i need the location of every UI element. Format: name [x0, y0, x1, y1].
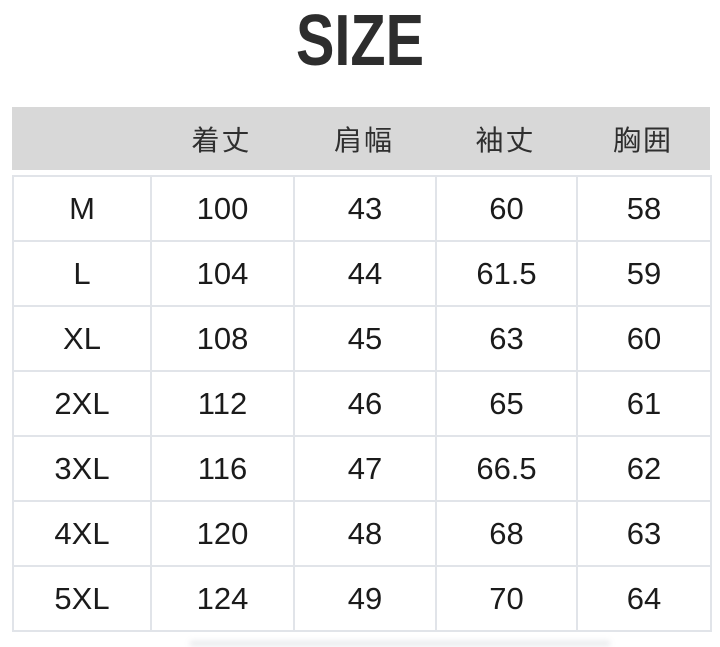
table-cell: 48 — [293, 500, 437, 567]
table-cell: 61 — [576, 370, 712, 437]
size-table: M 100 43 60 58 L 104 44 61.5 59 XL 108 4… — [12, 175, 712, 632]
table-cell: 59 — [576, 240, 712, 307]
table-cell: 70 — [435, 565, 578, 632]
table-cell: 49 — [293, 565, 437, 632]
table-cell: 68 — [435, 500, 578, 567]
table-row: L 104 44 61.5 59 — [12, 240, 712, 307]
size-label-cell: XL — [12, 305, 152, 372]
table-cell: 124 — [150, 565, 295, 632]
table-header-row: 着丈 肩幅 袖丈 胸囲 — [12, 107, 710, 170]
column-header-size — [12, 107, 150, 170]
table-cell: 120 — [150, 500, 295, 567]
table-cell: 64 — [576, 565, 712, 632]
column-header-shoulder-width: 肩幅 — [333, 124, 394, 156]
column-header-garment-length: 着丈 — [191, 124, 252, 156]
size-chart: 着丈 肩幅 袖丈 胸囲 M 100 43 60 58 L 104 44 61.5… — [12, 107, 712, 632]
table-cell: 108 — [150, 305, 295, 372]
table-cell: 60 — [576, 305, 712, 372]
table-cell: 46 — [293, 370, 437, 437]
table-cell: 116 — [150, 435, 295, 502]
table-cell: 112 — [150, 370, 295, 437]
column-header-chest: 胸囲 — [612, 124, 673, 156]
table-cell: 45 — [293, 305, 437, 372]
table-row: 3XL 116 47 66.5 62 — [12, 435, 712, 502]
table-row: XL 108 45 63 60 — [12, 305, 712, 372]
size-label-cell: 4XL — [12, 500, 152, 567]
size-label-cell: 5XL — [12, 565, 152, 632]
table-cell: 66.5 — [435, 435, 578, 502]
page-title: SIZE — [0, 1, 720, 81]
size-label-cell: 3XL — [12, 435, 152, 502]
table-cell: 63 — [435, 305, 578, 372]
size-label-cell: M — [12, 175, 152, 242]
cropped-content-artifact — [190, 641, 610, 646]
size-label-cell: 2XL — [12, 370, 152, 437]
table-cell: 100 — [150, 175, 295, 242]
page-title-text: SIZE — [295, 1, 425, 81]
table-cell: 65 — [435, 370, 578, 437]
table-row: 2XL 112 46 65 61 — [12, 370, 712, 437]
table-row: 5XL 124 49 70 64 — [12, 565, 712, 632]
table-cell: 44 — [293, 240, 437, 307]
column-header-sleeve-length: 袖丈 — [475, 124, 536, 156]
table-cell: 63 — [576, 500, 712, 567]
table-cell: 47 — [293, 435, 437, 502]
table-cell: 60 — [435, 175, 578, 242]
table-cell: 61.5 — [435, 240, 578, 307]
table-row: 4XL 120 48 68 63 — [12, 500, 712, 567]
table-cell: 62 — [576, 435, 712, 502]
table-cell: 58 — [576, 175, 712, 242]
table-cell: 43 — [293, 175, 437, 242]
table-row: M 100 43 60 58 — [12, 175, 712, 242]
table-cell: 104 — [150, 240, 295, 307]
size-label-cell: L — [12, 240, 152, 307]
